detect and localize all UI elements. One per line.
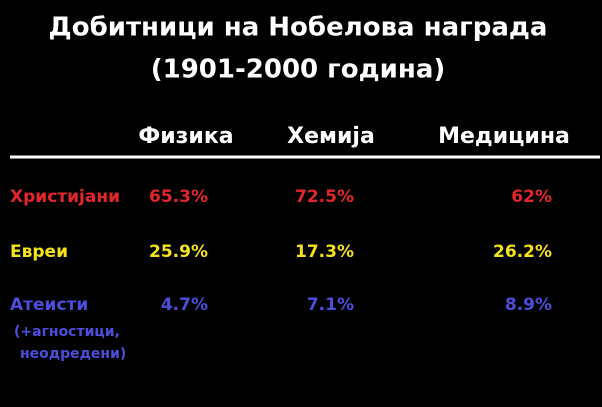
cell-value: 4.7% <box>161 295 208 315</box>
title-line: (1901-2000 година) <box>151 55 446 85</box>
row-label: Атеисти <box>10 295 88 315</box>
cell-value: 17.3% <box>295 242 354 262</box>
cell-value: 26.2% <box>493 242 552 262</box>
row-label: Христијани <box>10 187 120 207</box>
cell-value: 8.9% <box>505 295 552 315</box>
cell-value: 65.3% <box>149 187 208 207</box>
column-header: Физика <box>138 124 233 149</box>
cell-value: 7.1% <box>307 295 354 315</box>
column-header: Медицина <box>438 124 570 149</box>
title-line: Добитници на Нобелова награда <box>49 13 548 43</box>
row-note: (+агностици, <box>14 324 120 340</box>
column-header: Хемија <box>287 124 375 149</box>
cell-value: 25.9% <box>149 242 208 262</box>
cell-value: 72.5% <box>295 187 354 207</box>
row-note: неодредени) <box>20 346 126 362</box>
cell-value: 62% <box>511 187 552 207</box>
row-label: Евреи <box>10 242 68 262</box>
